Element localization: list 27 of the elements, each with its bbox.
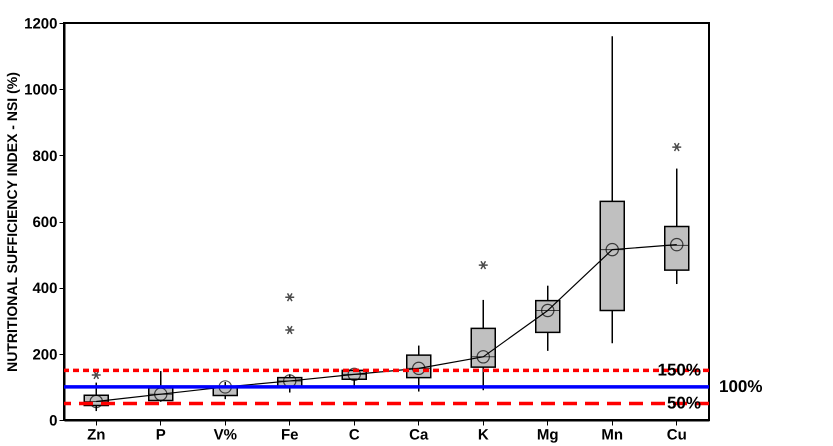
x-tick-label: C [348,426,360,444]
x-tick-label: V% [214,426,237,444]
x-tick-label: K [478,426,489,444]
x-tick-label: Cu [666,426,687,444]
point [154,387,168,401]
y-tick-label: 800 [32,148,58,165]
x-tick-label: Fe [280,426,299,444]
y-tick-label: 1200 [24,16,58,32]
point [348,368,361,382]
y-tick-label: 200 [32,346,58,364]
y-tick-label: 1000 [24,82,58,99]
point [476,350,490,364]
y-tick-label: 400 [32,280,58,298]
ref-line-label: 100% [719,376,762,396]
y-axis-title: NUTRITIONAL SUFFICIENCY INDEX - NSI (%) [4,72,20,372]
x-tick-label: P [156,426,166,444]
ref-line-label: 50% [666,393,701,412]
y-tick-label: 0 [49,412,58,430]
point [90,394,103,408]
point [606,242,619,256]
x-tick-label: Zn [87,426,106,444]
x-tick-label: Mn [601,426,624,444]
ref-line-label: 150% [658,360,701,380]
x-tick-label: Ca [409,426,429,444]
x-tick-label: Mg [536,426,559,444]
y-tick-label: 600 [32,214,58,231]
point [218,380,232,394]
